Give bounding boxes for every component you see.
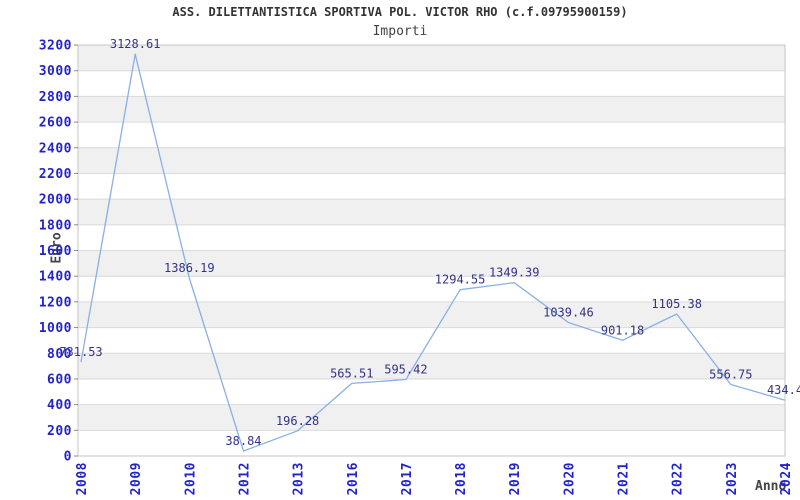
y-tick-label: 3200 — [39, 39, 72, 54]
data-point-label: 1105.38 — [651, 297, 702, 311]
data-point-label: 565.51 — [330, 366, 373, 380]
data-point-label: 196.28 — [276, 414, 319, 428]
plot-band — [78, 250, 785, 277]
y-tick-label: 2400 — [39, 141, 72, 156]
x-tick-label: 2012 — [237, 462, 252, 495]
data-point-label: 434.4 — [767, 383, 800, 397]
y-tick-label: 1600 — [39, 244, 72, 259]
data-point-label: 1386.19 — [164, 261, 215, 275]
x-tick-label: 2018 — [454, 462, 469, 495]
plot-band — [78, 45, 785, 71]
y-tick-label: 200 — [47, 424, 72, 439]
y-tick-label: 2600 — [39, 116, 72, 131]
x-tick-label: 2013 — [292, 462, 307, 495]
data-point-label: 595.42 — [384, 363, 427, 377]
x-tick-label: 2024 — [779, 462, 794, 495]
data-point-label: 1294.55 — [435, 273, 486, 287]
y-tick-label: 1400 — [39, 270, 72, 285]
plot-band — [78, 301, 785, 328]
x-tick-label: 2023 — [725, 462, 740, 495]
chart-title: ASS. DILETTANTISTICA SPORTIVA POL. VICTO… — [172, 5, 628, 19]
data-point-label: 731.53 — [59, 345, 102, 359]
x-tick-label: 2020 — [562, 462, 577, 495]
data-point-label: 1039.46 — [543, 305, 594, 319]
data-line — [80, 53, 786, 452]
y-tick-label: 3000 — [39, 64, 72, 79]
chart-subtitle: Importi — [372, 24, 428, 39]
plot-band — [78, 96, 785, 123]
y-tick-label: 1000 — [39, 321, 72, 336]
x-tick-label: 2017 — [400, 462, 415, 495]
y-tick-label: 2800 — [39, 90, 72, 105]
plot-band — [78, 404, 785, 431]
y-tick-label: 400 — [47, 398, 72, 413]
y-tick-label: 1800 — [39, 218, 72, 233]
x-tick-label: 2022 — [671, 462, 686, 495]
y-tick-label: 0 — [64, 450, 72, 465]
x-axis-label: Anno — [755, 479, 787, 494]
data-point-label: 3128.61 — [110, 37, 161, 51]
y-tick-label: 1200 — [39, 295, 72, 310]
data-point-label: 556.75 — [709, 367, 752, 381]
plot-band — [78, 353, 785, 379]
plot-band — [78, 199, 785, 225]
x-tick-label: 2009 — [129, 462, 144, 495]
x-tick-label: 2019 — [508, 462, 523, 495]
x-tick-label: 2021 — [617, 462, 632, 495]
plot-band — [78, 147, 785, 174]
data-point-label: 901.18 — [601, 323, 644, 337]
y-tick-label: 600 — [47, 372, 72, 387]
x-tick-label: 2016 — [346, 462, 361, 495]
y-tick-label: 2200 — [39, 167, 72, 182]
x-tick-label: 2008 — [75, 462, 90, 495]
y-tick-label: 2000 — [39, 193, 72, 208]
y-tick-label: 800 — [47, 347, 72, 362]
data-point-label: 38.84 — [225, 434, 261, 448]
data-point-label: 1349.39 — [489, 266, 540, 280]
x-tick-label: 2010 — [183, 462, 198, 495]
